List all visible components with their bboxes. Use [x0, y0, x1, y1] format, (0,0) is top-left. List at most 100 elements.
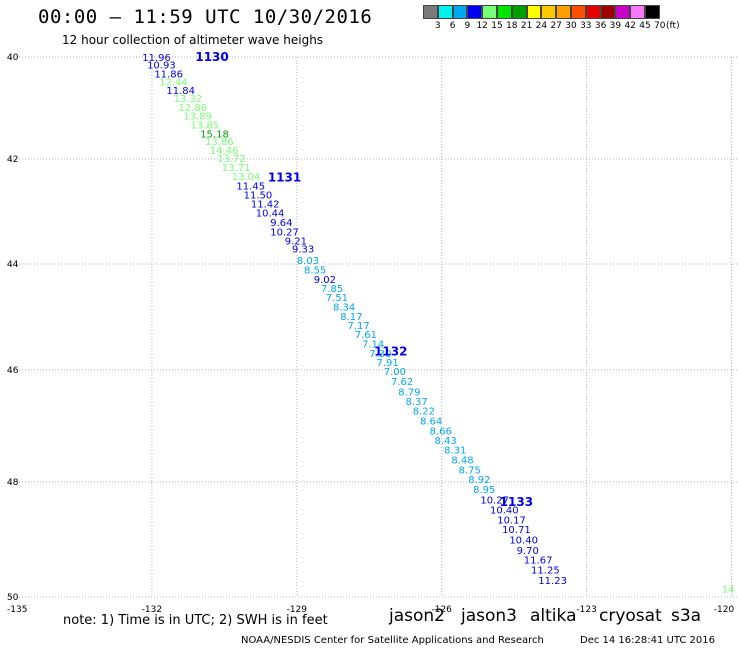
wave-height-value: 11.84: [166, 86, 195, 97]
wave-height-value: 7.91: [376, 358, 398, 369]
scale-swatch: [644, 5, 660, 19]
scale-tick-label: 45: [639, 21, 651, 31]
wave-height-value: 8.37: [405, 397, 427, 408]
wave-height-value: 8.31: [444, 446, 466, 457]
wave-height-value: 8.79: [398, 387, 420, 398]
latitude-tick-label: 48: [7, 478, 19, 488]
wave-height-value: 9.70: [517, 546, 539, 557]
scale-swatch: [467, 5, 483, 19]
wave-height-value: 10.27: [480, 495, 509, 506]
scale-tick-label: 39: [609, 21, 622, 31]
scale-swatch: [630, 5, 645, 19]
wave-height-value: 15.18: [200, 130, 229, 141]
wave-height-value: 8.75: [459, 466, 481, 477]
scale-swatch: [585, 5, 601, 19]
wave-height-value: 8.43: [434, 436, 456, 447]
scale-tick-label: 6: [449, 21, 456, 31]
color-scale-swatches: [423, 5, 660, 19]
scale-tick-label: 9: [464, 21, 471, 31]
scale-tick-label: 15: [491, 21, 503, 31]
scale-swatch: [615, 5, 631, 19]
pass-number-label: 1131: [268, 170, 301, 184]
wave-height-value: 13.71: [222, 163, 251, 174]
scale-swatch: [496, 5, 512, 19]
credit-line: NOAA/NESDIS Center for Satellite Applica…: [241, 635, 544, 646]
scale-tick-label: 42: [624, 21, 636, 31]
wave-height-value: 11.25: [531, 565, 560, 576]
wave-height-value: 8.95: [473, 485, 495, 496]
wave-height-value: 10.40: [509, 536, 538, 547]
wave-height-value: 7.00: [384, 367, 406, 378]
wave-height-value: 12.44: [159, 77, 188, 88]
scale-swatch: [511, 5, 527, 19]
wave-height-value: 11.42: [251, 200, 280, 211]
legend-jason3: jason3: [461, 606, 517, 626]
wave-height-value: 10.93: [147, 61, 176, 72]
map-title: 00:00 — 11:59 UTC 10/30/2016: [38, 6, 373, 28]
wave-height-value: 8.22: [413, 406, 435, 417]
wave-height-color-scale: 3 6 9 12 15 18 21 24 27 30 33 36 39 42 45 70 (ft): [423, 5, 680, 33]
wave-height-value: 11.96: [142, 53, 171, 64]
wave-height-value: 8.48: [451, 456, 473, 467]
scale-swatch: [452, 5, 468, 19]
legend-cryosat: cryosat: [599, 606, 662, 626]
longitude-tick-label: -132: [142, 605, 162, 615]
scale-swatch: [541, 5, 557, 19]
wave-height-value: 9.02: [314, 275, 336, 286]
scale-swatch: [482, 5, 497, 19]
wave-height-value: 13.72: [217, 154, 246, 165]
wave-height-value: 9.21: [285, 236, 307, 247]
wave-height-value: 10.40: [490, 506, 519, 517]
wave-height-value: 11.86: [154, 69, 183, 80]
scale-tick-label: 24: [535, 21, 548, 31]
longitude-tick-label: -135: [7, 605, 27, 615]
wave-height-observations: 11.9610.9311.8612.4411.8413.3212.8613.89…: [142, 53, 734, 595]
wave-height-value: 8.17: [340, 312, 362, 323]
scale-tick-label: 30: [565, 21, 577, 31]
wave-height-value: 13.32: [174, 94, 203, 105]
legend-altika: altika: [530, 606, 577, 626]
wave-height-value: 11.23: [538, 576, 567, 587]
map-subtitle: 12 hour collection of altimeter wave hei…: [62, 33, 324, 47]
wave-height-value: 10.17: [497, 515, 526, 526]
scale-tick-label: 12: [476, 21, 488, 31]
wave-height-value: 8.34: [333, 302, 355, 313]
scale-tick-label: 21: [520, 21, 533, 31]
wave-height-value: 8.66: [430, 426, 452, 437]
map-gridlines: [7, 56, 738, 598]
pass-number-label: 1130: [195, 50, 228, 64]
wave-height-value: 14.46: [210, 146, 239, 157]
map-axis-labels: -135 -132 -129 -126 -123 -120 40 42 44 46 48 50: [7, 53, 734, 615]
footer-note: note: 1) Time is in UTC; 2) SWH is in fe…: [63, 613, 328, 628]
wave-height-value: 8.55: [304, 265, 326, 276]
longitude-tick-label: -123: [576, 605, 596, 615]
scale-tick-label: 27: [550, 21, 562, 31]
pass-number-label: 1132: [374, 344, 407, 358]
generation-timestamp: Dec 14 16:28:41 UTC 2016: [580, 635, 715, 646]
wave-height-value: 7.61: [355, 330, 377, 341]
wave-height-value: 7.85: [321, 284, 343, 295]
latitude-tick-label: 40: [7, 53, 19, 63]
wave-height-value: 7.51: [326, 293, 348, 304]
longitude-tick-label: -129: [287, 605, 308, 615]
longitude-tick-label: -126: [431, 605, 452, 615]
wave-height-value: 7.17: [348, 321, 370, 332]
wave-height-value: 8.92: [468, 475, 490, 486]
color-scale-labels: 3 6 9 12 15 18 21 24 27 30 33 36 39 42 45 70 (ft): [423, 19, 680, 33]
scale-tick-label: 36: [594, 21, 607, 31]
scale-tick-label: 3: [434, 21, 441, 31]
wave-height-value: 13.89: [183, 112, 212, 123]
wave-height-value: 7.14: [362, 340, 384, 351]
wave-height-value: 9.64: [270, 218, 292, 229]
wave-height-value: 11.50: [244, 191, 273, 202]
wave-height-value: 13.86: [205, 137, 234, 148]
latitude-tick-label: 42: [7, 155, 18, 165]
scale-swatch: [556, 5, 571, 19]
latitude-tick-label: 44: [7, 260, 19, 270]
wave-height-value: 8.64: [420, 416, 442, 427]
wave-height-value: 10.71: [502, 525, 531, 536]
wave-height-value: 12.86: [178, 103, 207, 114]
wave-height-value: 11.45: [236, 181, 265, 192]
